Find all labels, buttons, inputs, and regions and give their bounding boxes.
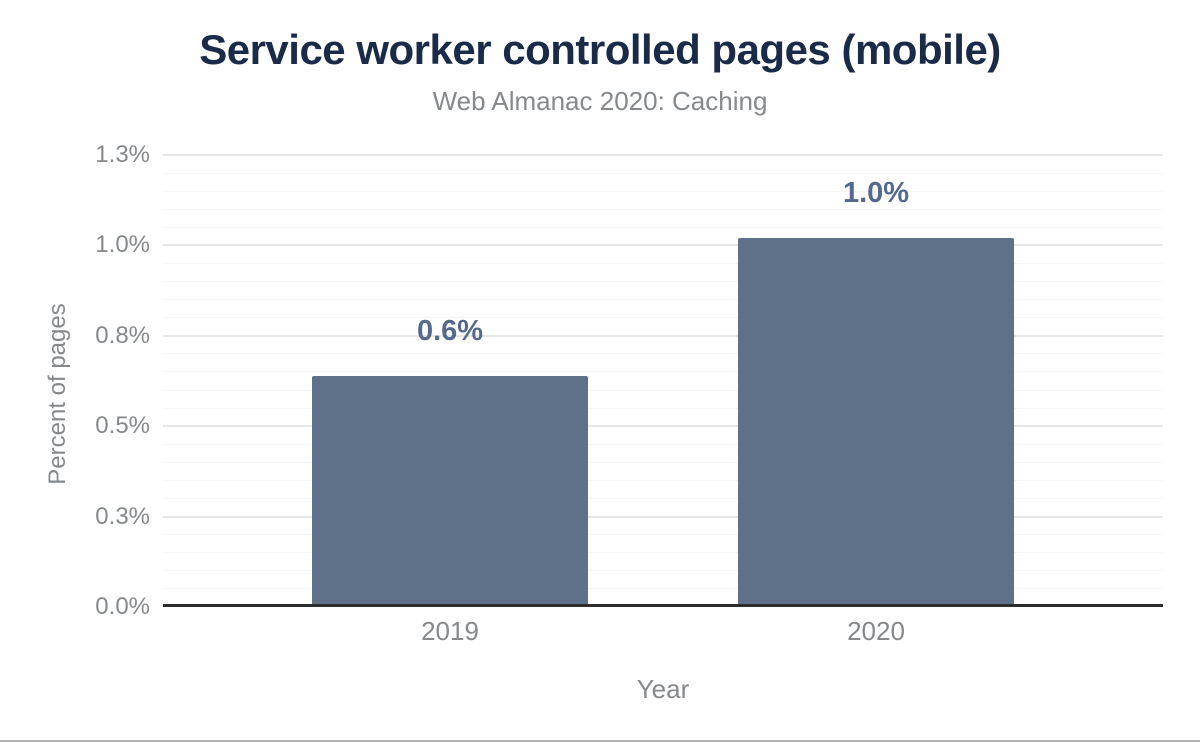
x-tick-label-2020: 2020 [847, 616, 905, 646]
bar-2019[interactable] [312, 375, 588, 607]
minor-gridline [163, 226, 1163, 228]
bar-value-label: 0.6% [416, 314, 484, 347]
bar-2020[interactable] [738, 238, 1014, 607]
y-tick-label: 0.0% [95, 593, 150, 620]
minor-gridline [163, 208, 1163, 210]
y-tick-label: 0.3% [95, 502, 150, 530]
x-axis-line [163, 604, 1163, 607]
x-axis-title: Year [636, 674, 690, 704]
y-tick-label: 0.8% [95, 321, 150, 349]
y-tick-label: 1.3% [95, 141, 150, 168]
chart-subtitle: Web Almanac 2020: Caching [432, 86, 768, 116]
x-tick-label-2019: 2019 [421, 616, 479, 646]
plot-area: 0.0% 0.3% 0.5% 0.8% 1.0% 1.3% 0.6% 1.0% 2019 20… [95, 141, 1163, 646]
major-gridline [163, 154, 1163, 156]
y-tick-label: 1.0% [95, 231, 150, 259]
chart-title: Service worker controlled pages (mobile) [199, 26, 1001, 73]
minor-gridline [163, 190, 1163, 192]
bar-value-label: 1.0% [842, 177, 910, 210]
y-tick-label: 0.5% [95, 412, 150, 440]
minor-gridline [163, 172, 1163, 174]
